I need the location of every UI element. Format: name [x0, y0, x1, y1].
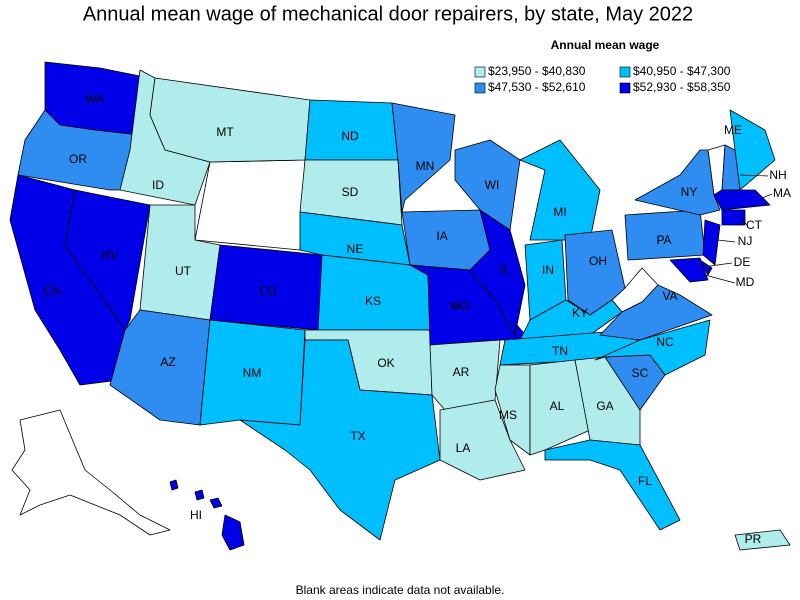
state-label: NC: [656, 335, 674, 349]
state-label: DE: [734, 255, 751, 269]
state-shape: [209, 497, 223, 509]
state-label: NY: [681, 185, 698, 199]
state-label: MT: [216, 125, 234, 139]
state-label: CT: [746, 218, 763, 232]
legend-label: $40,950 - $47,300: [633, 64, 731, 78]
state-shape: [439, 399, 526, 481]
state-shape: [529, 359, 591, 456]
state-label: CO: [259, 284, 277, 298]
leader-line: [739, 174, 769, 177]
legend: $23,950 - $40,830 $40,950 - $47,300 $47,53…: [474, 64, 731, 94]
state-shape: [699, 259, 713, 276]
no-data-states: [11, 144, 726, 536]
state-label: VA: [662, 289, 677, 303]
state-label: AL: [550, 399, 565, 413]
state-label: WA: [86, 92, 105, 106]
state-label: SD: [342, 185, 359, 199]
state-shape: [221, 514, 245, 551]
legend-swatch: [619, 82, 631, 94]
state-label: NJ: [738, 234, 753, 248]
state-label: WI: [485, 178, 500, 192]
states: WA OR CA NV ID MT UT CO AZ NM ND SD NE KS OK TX MN IA MO AR…: [9, 61, 791, 551]
legend-swatch: [474, 66, 486, 78]
state-label: PA: [656, 233, 671, 247]
state-shape: [702, 219, 721, 266]
legend-label: $23,950 - $40,830: [488, 64, 586, 78]
state-label: IL: [500, 262, 510, 276]
state-label: TN: [552, 344, 568, 358]
legend-swatch: [474, 82, 486, 94]
state-label: KY: [572, 306, 588, 320]
state-wy: [194, 159, 306, 251]
legend-title: Annual mean wage: [551, 38, 660, 52]
state-shape: [713, 189, 771, 211]
state-label: GA: [596, 399, 613, 413]
state-label: OR: [69, 152, 87, 166]
state-label: MD: [736, 275, 755, 289]
state-label: TX: [350, 429, 365, 443]
state-label: NV: [102, 248, 119, 262]
state-label: IA: [436, 229, 447, 243]
state-shape: [239, 339, 441, 541]
state-label: IN: [542, 263, 554, 277]
state-shape: [729, 109, 776, 191]
leader-line: [739, 217, 749, 227]
state-label: CA: [44, 284, 61, 298]
state-shape: [669, 257, 709, 283]
state-label: ND: [341, 129, 359, 143]
leader-lines: [704, 174, 773, 284]
state-label: AZ: [160, 355, 175, 369]
state-shape: [544, 439, 681, 531]
state-label: LA: [456, 441, 471, 455]
state-label: OK: [377, 356, 394, 370]
state-label: UT: [175, 264, 192, 278]
leader-line: [704, 274, 736, 284]
legend-swatch: [619, 66, 631, 78]
state-shape: [634, 149, 721, 216]
state-label: SC: [632, 366, 649, 380]
state-label: ID: [152, 178, 164, 192]
state-shape: [594, 319, 711, 376]
map-title: Annual mean wage of mechanical door repa…: [83, 3, 693, 25]
state-shape: [734, 529, 791, 551]
state-label: MS: [499, 408, 517, 422]
state-shape: [149, 77, 311, 163]
state-shape: [391, 102, 456, 213]
state-ak: [11, 409, 171, 536]
state-shape: [64, 189, 151, 331]
state-shape: [721, 209, 746, 226]
leader-line: [761, 193, 773, 199]
state-label: HI: [190, 508, 202, 522]
state-shape: [519, 139, 601, 241]
state-label: NE: [347, 242, 364, 256]
state-label: OH: [589, 254, 607, 268]
state-shape: [599, 284, 713, 341]
state-label: NH: [769, 168, 786, 182]
leader-line: [709, 262, 733, 267]
state-label: FL: [638, 474, 652, 488]
state-label: MN: [416, 159, 435, 173]
state-shape: [194, 489, 205, 501]
state-label: NM: [243, 366, 262, 380]
state-label: PR: [745, 532, 762, 546]
state-label: ME: [724, 123, 742, 137]
state-label: MI: [553, 205, 566, 219]
state-label: MO: [450, 299, 469, 313]
state-shape: [469, 209, 526, 336]
leader-line: [717, 239, 736, 243]
state-label: MA: [773, 186, 791, 200]
legend-label: $52,930 - $58,350: [633, 80, 731, 94]
state-shape: [169, 479, 179, 491]
footnote: Blank areas indicate data not available.: [296, 583, 505, 597]
legend-label: $47,530 - $52,610: [488, 80, 586, 94]
state-label: KS: [365, 294, 381, 308]
state-label: AR: [453, 365, 470, 379]
